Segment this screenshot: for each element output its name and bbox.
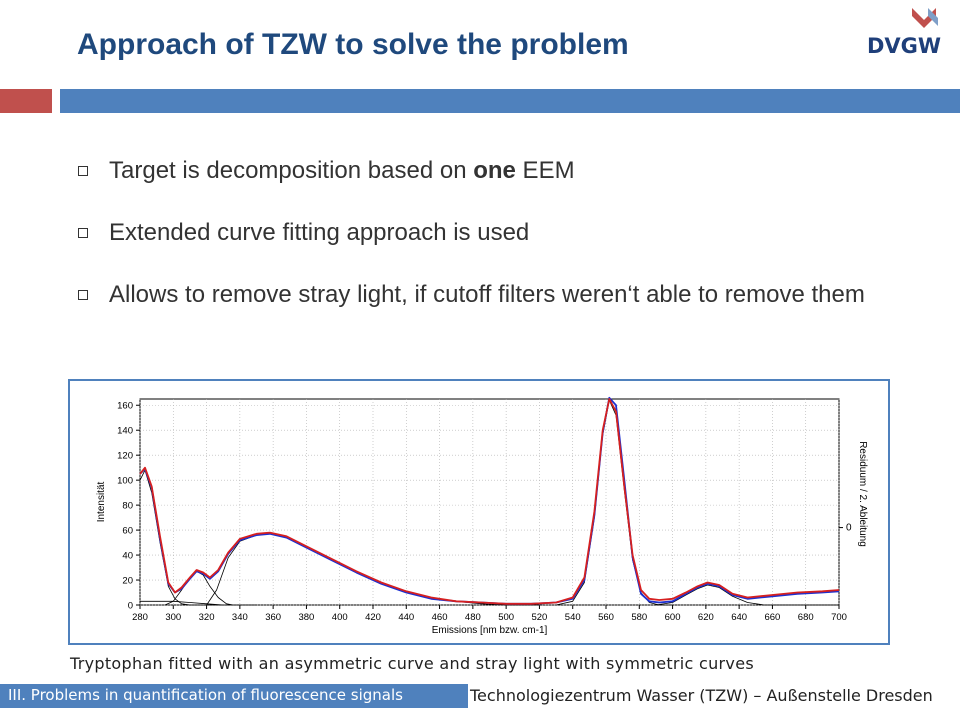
slide-title: Approach of TZW to solve the problem: [77, 28, 629, 61]
y-tick-label: 120: [117, 451, 133, 462]
bullet-item-3: Allows to remove stray light, if cutoff …: [74, 264, 934, 326]
y-tick-label: 140: [117, 426, 133, 437]
y-tick-label: 100: [117, 476, 133, 487]
bullet-text: Allows to remove stray light, if cutoff …: [109, 281, 865, 308]
fluorescence-fit-chart: 280 300 320 340 360 380 400 420 440 460 480 500 520 5…: [96, 396, 868, 636]
plot-area: [139, 398, 840, 606]
x-tick-label: 300: [165, 612, 181, 623]
x-tick-label: 460: [432, 612, 448, 623]
x-tick-label: 700: [831, 612, 847, 623]
chart-frame: 280 300 320 340 360 380 400 420 440 460 480 500 520 5…: [68, 379, 890, 645]
footer-institution: Technologiezentrum Wasser (TZW) – Außens…: [470, 686, 933, 705]
x-tick-label: 440: [398, 612, 414, 623]
x-tick-label: 560: [598, 612, 614, 623]
x-tick-label: 360: [265, 612, 281, 623]
dvgw-logo: DVGW: [862, 6, 946, 66]
square-bullet-icon: [78, 166, 88, 176]
y-tick-label: 40: [122, 551, 133, 562]
x-tick-label: 640: [731, 612, 747, 623]
y2-tick-label: 0: [846, 523, 852, 534]
x-tick-label: 600: [665, 612, 681, 623]
title-divider-blue: [60, 89, 960, 113]
bullet-text: EEM: [515, 157, 575, 184]
series-line-black: [655, 584, 839, 606]
bullet-item-2: Extended curve fitting approach is used: [74, 202, 934, 264]
x-tick-label: 500: [498, 612, 514, 623]
y-axis-label: Intensität: [96, 481, 107, 522]
y-tick-label: 60: [122, 526, 133, 537]
series-line-black: [140, 600, 224, 606]
bullet-text: Target is decomposition based on: [109, 157, 474, 184]
x-tick-label: 280: [132, 612, 148, 623]
x-tick-label: 320: [199, 612, 215, 623]
bullet-list: Target is decomposition based on one EEM…: [74, 140, 934, 326]
series-line-black: [139, 469, 257, 606]
x-tick-label: 400: [332, 612, 348, 623]
series-line-red: [139, 398, 840, 605]
x-tick-label: 620: [698, 612, 714, 623]
logo-chevron-icon: [912, 8, 938, 28]
bullet-text: Extended curve fitting approach is used: [109, 219, 530, 246]
y2-axis-label: Residuum / 2. Ableitung: [857, 441, 868, 547]
x-tick-label: 520: [531, 612, 547, 623]
x-tick-label: 480: [465, 612, 481, 623]
bullet-bold-text: one: [473, 157, 516, 184]
y-tick-label: 0: [128, 601, 133, 612]
x-tick-label: 380: [298, 612, 314, 623]
x-tick-label: 680: [798, 612, 814, 623]
square-bullet-icon: [78, 228, 88, 238]
square-bullet-icon: [78, 290, 88, 300]
y-tick-label: 160: [117, 401, 133, 412]
footer-section-text: III. Problems in quantification of fluor…: [8, 686, 403, 704]
x-tick-label: 340: [232, 612, 248, 623]
x-tick-label: 420: [365, 612, 381, 623]
footer-section-label: III. Problems in quantification of fluor…: [0, 684, 468, 708]
y-tick-label: 80: [122, 501, 133, 512]
title-divider-red: [0, 89, 52, 113]
x-tick-label: 540: [565, 612, 581, 623]
x-tick-label: 580: [631, 612, 647, 623]
x-tick-label: 660: [764, 612, 780, 623]
y-tick-label: 20: [122, 576, 133, 587]
bullet-item-1: Target is decomposition based on one EEM: [74, 140, 934, 202]
logo-text: DVGW: [866, 34, 942, 58]
chart-caption: Tryptophan fitted with an asymmetric cur…: [70, 654, 754, 673]
x-axis-label: Emissions [nm bzw. cm-1]: [432, 625, 548, 636]
